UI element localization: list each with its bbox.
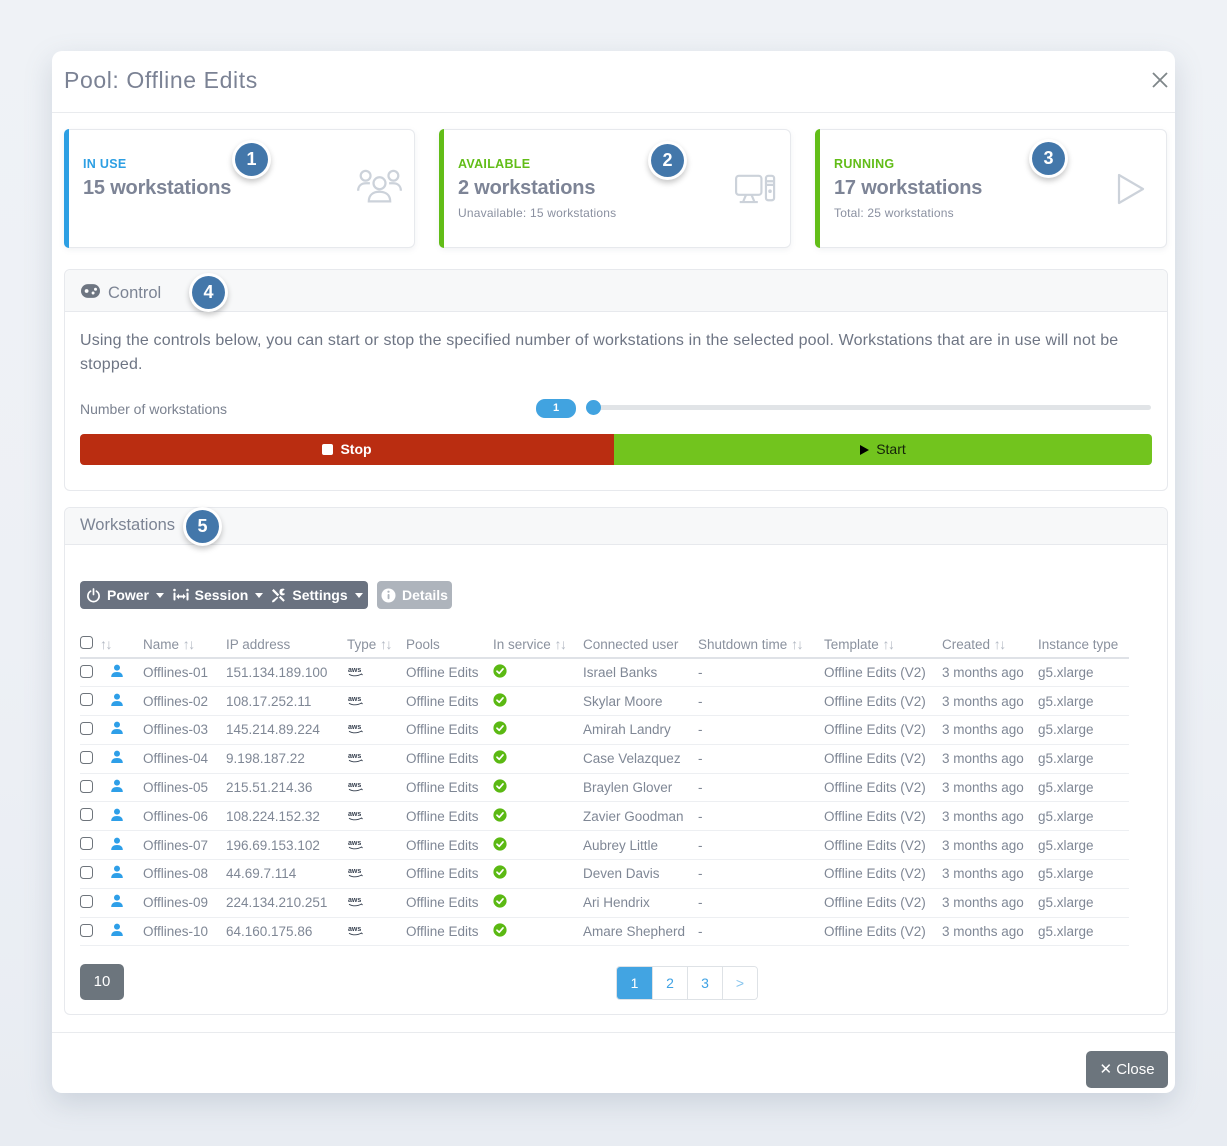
svg-text:aws: aws <box>348 696 361 703</box>
svg-text:aws: aws <box>348 868 361 875</box>
svg-text:aws: aws <box>348 897 361 904</box>
svg-text:aws: aws <box>348 724 361 731</box>
svg-text:aws: aws <box>348 811 361 818</box>
svg-text:aws: aws <box>348 840 361 847</box>
svg-text:aws: aws <box>348 667 361 674</box>
svg-text:aws: aws <box>348 753 361 760</box>
svg-text:aws: aws <box>348 926 361 933</box>
svg-text:aws: aws <box>348 782 361 789</box>
